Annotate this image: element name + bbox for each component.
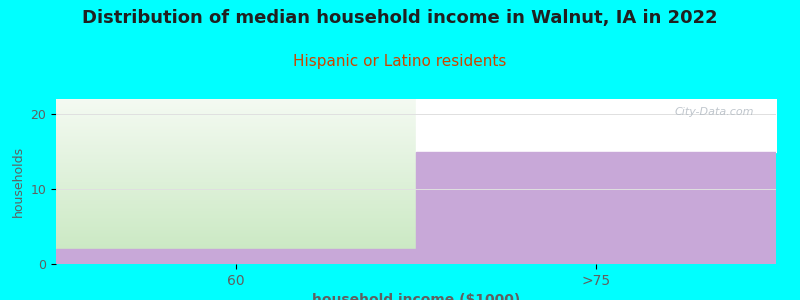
Text: City-Data.com: City-Data.com — [675, 107, 754, 117]
Text: Hispanic or Latino residents: Hispanic or Latino residents — [294, 54, 506, 69]
Text: Distribution of median household income in Walnut, IA in 2022: Distribution of median household income … — [82, 9, 718, 27]
Y-axis label: households: households — [12, 146, 25, 217]
Bar — [416, 152, 776, 264]
X-axis label: household income ($1000): household income ($1000) — [312, 293, 520, 300]
Bar — [56, 249, 416, 264]
